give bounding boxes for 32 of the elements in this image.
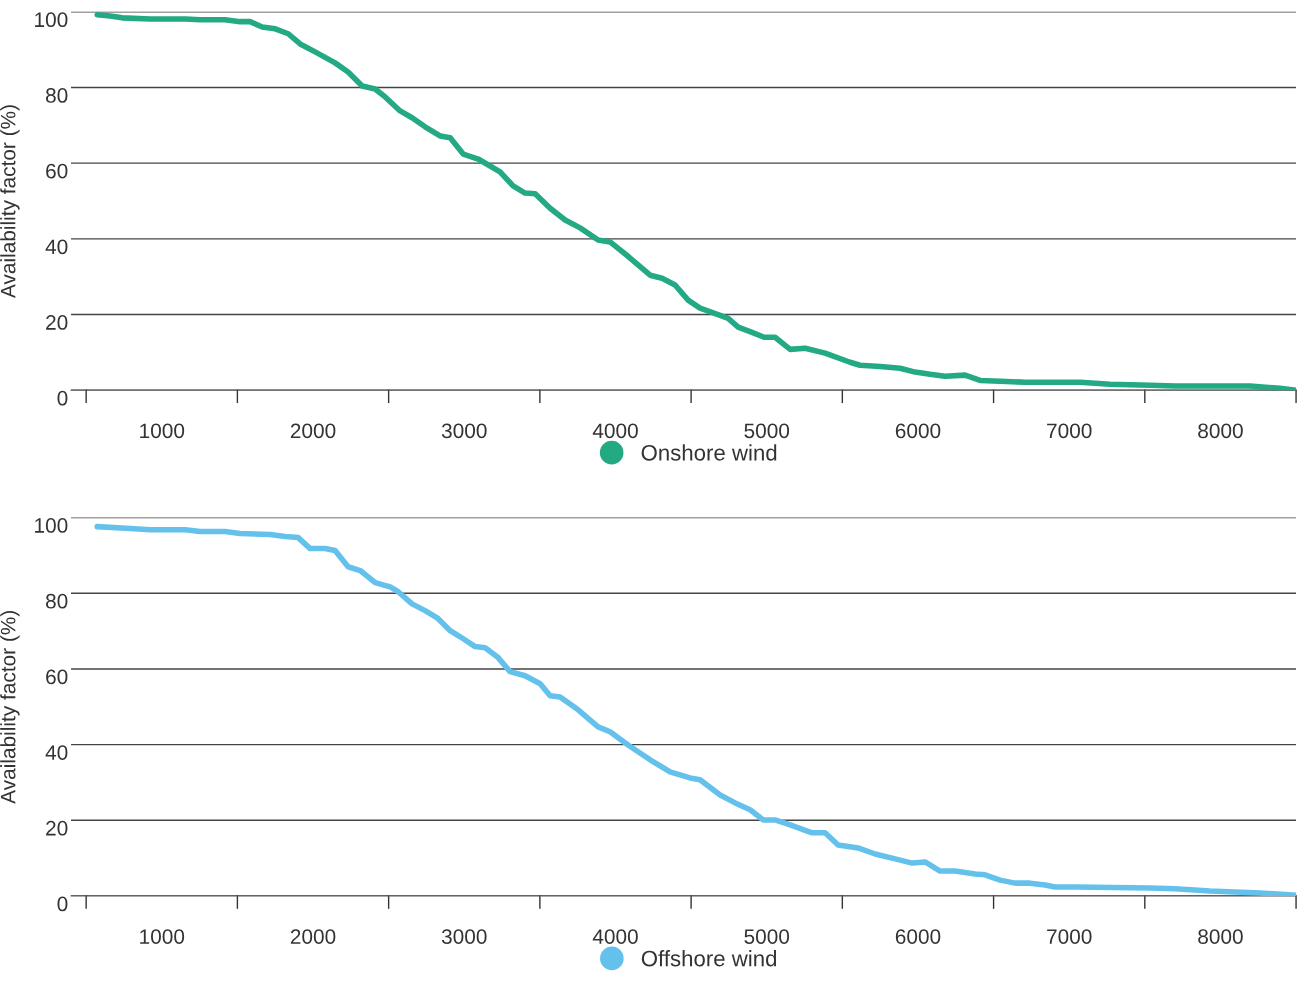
y-tick-label: 100 xyxy=(35,518,68,533)
y-tick-label: 60 xyxy=(46,669,68,685)
x-tick-label: 1000 xyxy=(140,423,185,439)
y-tick-label: 100 xyxy=(35,12,68,28)
y-tick-label: 0 xyxy=(57,896,68,912)
x-tick-label: 6000 xyxy=(895,929,941,944)
x-tick-label: 4000 xyxy=(592,929,638,944)
y-tick-label: 0 xyxy=(57,390,68,406)
x-tick-label: 8000 xyxy=(1198,929,1243,944)
x-tick-label: 7000 xyxy=(1047,423,1092,439)
x-tick-label: 4000 xyxy=(592,423,638,439)
y-axis-title: Availability factor (%) xyxy=(0,105,20,299)
y-tick-label: 80 xyxy=(45,88,68,103)
legend-label: Onshore wind xyxy=(641,444,777,461)
x-tick-label: 2000 xyxy=(290,929,336,944)
x-tick-label: 2000 xyxy=(290,423,336,439)
x-tick-label: 8000 xyxy=(1198,423,1243,439)
y-tick-label: 20 xyxy=(46,315,68,330)
y-tick-label: 80 xyxy=(45,593,68,609)
y-tick-label: 20 xyxy=(46,820,68,836)
y-tick-label: 40 xyxy=(45,239,68,255)
x-tick-label: 5000 xyxy=(744,929,790,944)
x-tick-label: 7000 xyxy=(1047,929,1092,944)
y-tick-label: 60 xyxy=(46,163,68,179)
legend-label: Offshore wind xyxy=(641,950,777,967)
x-tick-label: 6000 xyxy=(895,423,941,439)
x-tick-label: 3000 xyxy=(441,929,487,944)
x-tick-label: 1000 xyxy=(140,929,185,944)
x-tick-label: 3000 xyxy=(441,423,487,439)
y-axis-title: Availability factor (%) xyxy=(0,611,20,804)
y-tick-label: 40 xyxy=(45,745,68,760)
x-tick-label: 5000 xyxy=(744,423,790,439)
